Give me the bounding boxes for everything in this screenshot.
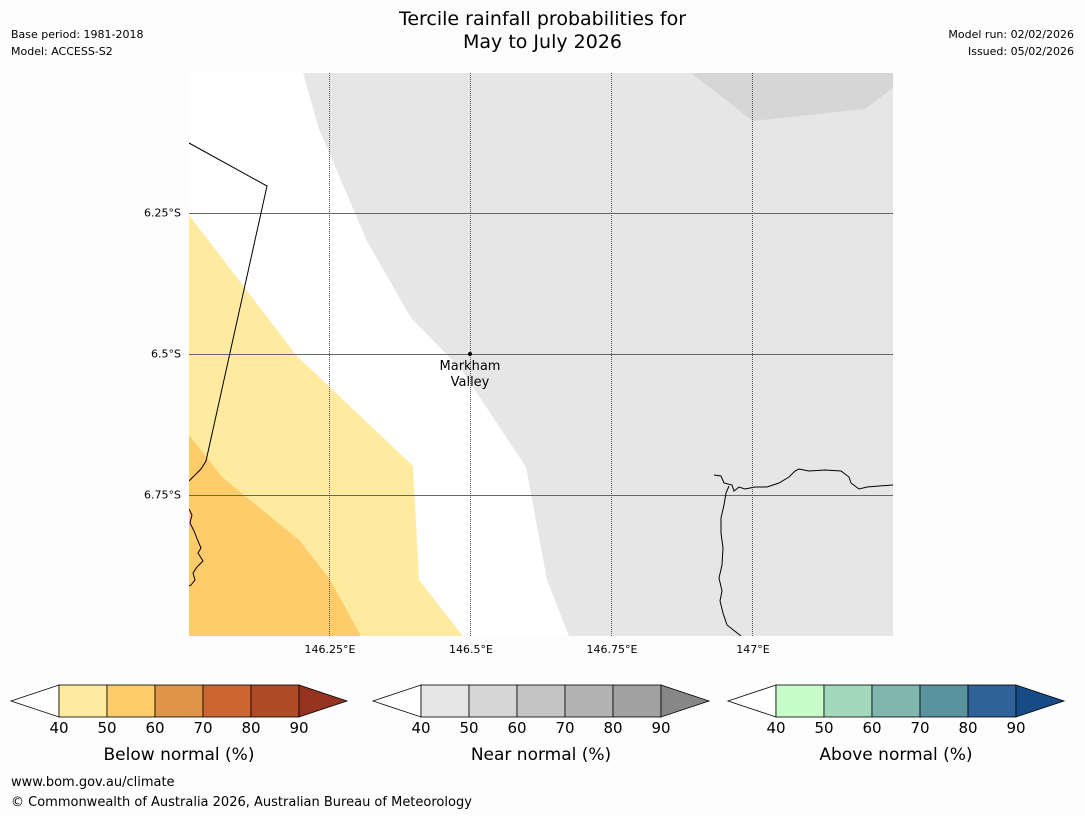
colorbars	[9, 684, 1066, 718]
cbar-near-tick: 40	[411, 719, 431, 737]
coastline-east	[713, 468, 893, 492]
cbar-below-seg-2	[106, 684, 156, 718]
colorbar-above	[726, 684, 1066, 718]
cbar-above-seg-5	[967, 684, 1017, 718]
footer-copyright: © Commonwealth of Australia 2026, Austra…	[11, 795, 472, 810]
cbar-above-tick: 50	[814, 719, 834, 737]
cbar-near-tick: 60	[507, 719, 527, 737]
model-name: Model: ACCESS-S2	[11, 45, 113, 58]
cbar-near-seg-3	[516, 684, 566, 718]
cbar-near-tick: 50	[459, 719, 479, 737]
map-canvas	[189, 73, 893, 636]
place-marker[interactable]	[468, 352, 472, 356]
cbar-near-seg-4	[564, 684, 614, 718]
title-line-1: Tercile rainfall probabilities for	[398, 8, 687, 30]
place-label-line-2: Valley	[450, 375, 490, 390]
graticule	[189, 73, 893, 636]
cbar-near-seg-1	[420, 684, 470, 718]
cbar-near-over	[660, 684, 711, 718]
river-east	[718, 485, 742, 636]
cbar-above-under	[726, 684, 777, 718]
title-line-2: May to July 2026	[463, 31, 622, 53]
colorbar-below	[9, 684, 349, 718]
model-run: Model run: 02/02/2026	[948, 28, 1074, 41]
cbar-near-under	[371, 684, 422, 718]
cbar-above-over	[1015, 684, 1066, 718]
cbar-below-tick: 80	[241, 719, 261, 737]
cbar-below-seg-1	[58, 684, 108, 718]
meta-right: Model run: 02/02/2026 Issued: 05/02/2026	[948, 26, 1074, 60]
cbar-below-tick: 40	[49, 719, 69, 737]
cbar-above-tick: 40	[766, 719, 786, 737]
lat-label-3: 6.75°S	[144, 488, 181, 502]
lon-label-1: 146.25°E	[304, 643, 356, 656]
cbar-below-under	[9, 684, 60, 718]
cbar-above-seg-1	[775, 684, 825, 718]
cbar-near-seg-2	[468, 684, 518, 718]
footer-url[interactable]: www.bom.gov.au/climate	[11, 775, 175, 790]
cbar-near-tick: 90	[651, 719, 671, 737]
map-title: Tercile rainfall probabilities for May t…	[0, 8, 1085, 54]
map-area[interactable]	[189, 73, 893, 636]
cbar-above-seg-4	[919, 684, 969, 718]
cbar-below-seg-4	[202, 684, 252, 718]
lon-label-4: 147°E	[736, 643, 770, 656]
cbar-above-title: Above normal (%)	[819, 745, 973, 765]
cbar-above-tick: 70	[910, 719, 930, 737]
place-label: Markham Valley	[440, 359, 501, 391]
cbar-below-tick: 60	[145, 719, 165, 737]
cbar-near-seg-5	[612, 684, 662, 718]
cbar-below-title: Below normal (%)	[103, 745, 255, 765]
lat-label-1: 6.25°S	[144, 206, 181, 220]
cbar-below-tick: 50	[97, 719, 117, 737]
cbar-above-seg-3	[871, 684, 921, 718]
lon-label-2: 146.5°E	[449, 643, 493, 656]
coastline-west	[189, 508, 204, 587]
cbar-below-seg-3	[154, 684, 204, 718]
cbar-below-tick: 70	[193, 719, 213, 737]
cbar-above-tick: 80	[958, 719, 978, 737]
lon-label-3: 146.75°E	[586, 643, 638, 656]
cbar-below-tick: 90	[289, 719, 309, 737]
issued-date: Issued: 05/02/2026	[967, 45, 1074, 58]
meta-left: Base period: 1981-2018 Model: ACCESS-S2	[11, 26, 143, 60]
cbar-near-tick: 70	[555, 719, 575, 737]
near-normal-50-region	[691, 73, 893, 121]
cbar-above-tick: 60	[862, 719, 882, 737]
place-label-line-1: Markham	[439, 359, 501, 374]
cbar-below-seg-5	[250, 684, 300, 718]
below-normal-50-region	[189, 435, 361, 636]
cbar-below-over	[298, 684, 349, 718]
country-border	[189, 142, 268, 482]
colorbar-near	[371, 684, 711, 718]
cbar-near-tick: 80	[603, 719, 623, 737]
cbar-near-title: Near normal (%)	[470, 745, 612, 765]
base-period: Base period: 1981-2018	[11, 28, 144, 41]
cbar-above-seg-2	[823, 684, 873, 718]
lat-label-2: 6.5°S	[151, 347, 181, 361]
cbar-above-tick: 90	[1006, 719, 1026, 737]
